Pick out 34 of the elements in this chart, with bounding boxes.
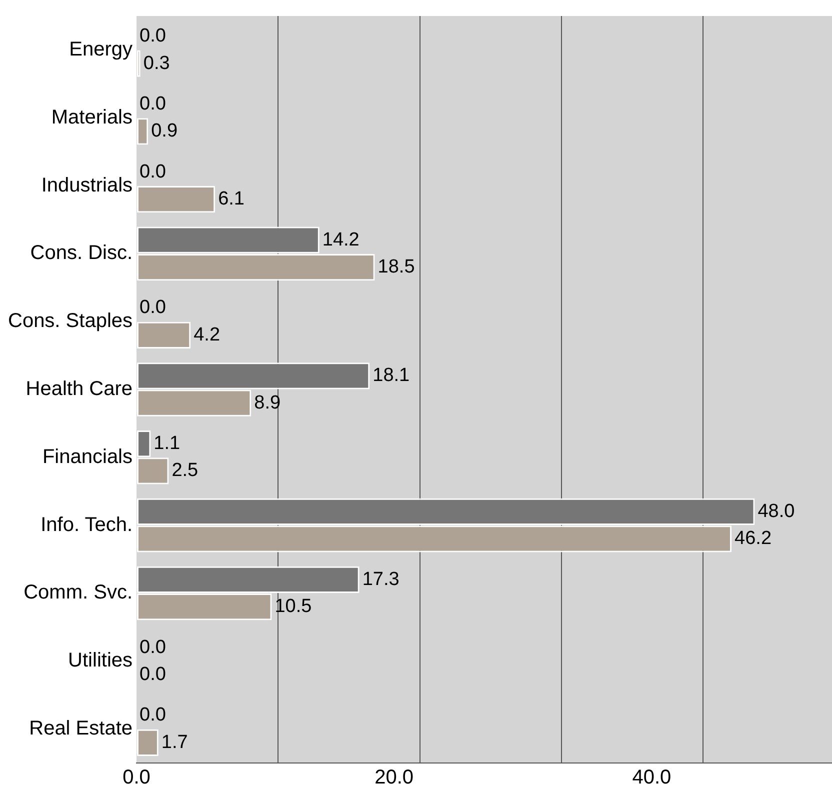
data-label: 17.3 [362, 568, 400, 590]
data-label: 0.0 [140, 161, 166, 182]
y-tick-label: Cons. Disc. [30, 242, 133, 264]
data-label: 48.0 [758, 500, 795, 522]
y-tick-label: Real Estate [29, 718, 133, 740]
data-label: 46.2 [734, 528, 772, 550]
x-tick-label: 40.0 [632, 766, 672, 789]
data-label: 2.5 [172, 460, 198, 482]
data-label: 18.5 [378, 256, 415, 278]
data-label: 0.0 [140, 26, 166, 47]
data-label: 14.2 [322, 229, 360, 250]
data-label: 6.1 [218, 188, 244, 210]
data-label: 1.7 [161, 732, 188, 753]
x-tick-label: 20.0 [374, 766, 414, 789]
data-label: 0.0 [140, 297, 166, 318]
data-label: 4.2 [194, 324, 220, 346]
y-tick-label: Materials [51, 106, 133, 128]
data-label: 0.0 [140, 94, 166, 115]
data-label: 0.0 [140, 636, 166, 658]
y-tick-label: Cons. Staples [8, 310, 133, 332]
y-tick-label: Info. Tech. [40, 514, 133, 536]
y-tick-label: Comm. Svc. [24, 582, 133, 604]
y-tick-label: Health Care [26, 378, 133, 400]
data-label: 0.3 [143, 52, 170, 74]
data-label: 0.0 [140, 704, 166, 726]
y-tick-label: Utilities [68, 650, 133, 672]
data-label: 18.1 [372, 365, 410, 386]
y-tick-label: Financials [42, 446, 133, 468]
y-tick-label: Energy [69, 38, 133, 60]
data-label: 0.0 [140, 664, 166, 685]
y-tick-label: Industrials [41, 174, 133, 196]
data-label: 0.9 [151, 120, 178, 142]
x-tick-label: 0.0 [122, 766, 150, 789]
data-label: 1.1 [154, 433, 180, 454]
